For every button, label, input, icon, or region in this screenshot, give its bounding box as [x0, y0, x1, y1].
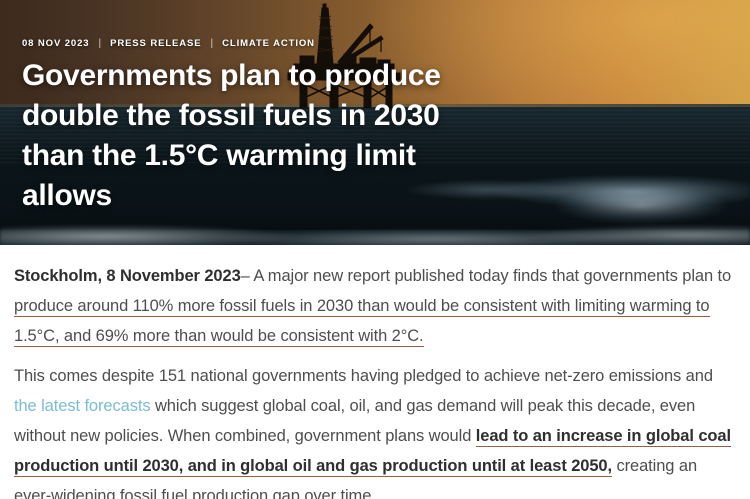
latest-forecasts-link[interactable]: the latest forecasts	[14, 397, 151, 415]
wave-foam	[0, 222, 750, 245]
context-intro-text: This comes despite 151 national governme…	[14, 367, 713, 385]
topic-tag[interactable]: CLIMATE ACTION	[222, 38, 315, 49]
highlighted-projection-text: lead to an increase in global coal produ…	[14, 427, 731, 475]
article-body: Stockholm, 8 November 2023– A major new …	[0, 245, 750, 499]
paragraph-context: This comes despite 151 national governme…	[14, 361, 736, 499]
horizon-line	[0, 104, 750, 107]
title-line-4: allows	[22, 179, 112, 212]
meta-separator-2: |	[210, 38, 214, 49]
publish-date: 08 NOV 2023	[22, 38, 90, 49]
oil-rig-icon	[278, 2, 428, 110]
title-line-2: double the fossil fuels in 2030	[22, 99, 440, 132]
dateline: Stockholm, 8 November 2023	[14, 267, 241, 285]
article-meta: 08 NOV 2023 | PRESS RELEASE | CLIMATE AC…	[22, 38, 315, 49]
content-type-label[interactable]: PRESS RELEASE	[110, 38, 202, 49]
context-tail-text: creating an ever-widening fossil fuel pr…	[14, 457, 698, 499]
title-line-3: than the 1.5°C warming limit	[22, 139, 416, 172]
page-title: Governments plan to produce double the f…	[22, 56, 542, 216]
meta-separator-1: |	[98, 38, 102, 49]
paragraph-lead: Stockholm, 8 November 2023– A major new …	[14, 261, 736, 351]
dateline-dash: –	[240, 267, 250, 285]
title-line-1: Governments plan to produce	[22, 59, 441, 92]
hero-banner: 08 NOV 2023 | PRESS RELEASE | CLIMATE AC…	[0, 0, 750, 245]
ocean-texture	[0, 106, 750, 166]
context-middle-text: which suggest global coal, oil, and gas …	[14, 397, 696, 445]
highlighted-statistic-text: produce around 110% more fossil fuels in…	[14, 297, 710, 345]
lead-intro-text: A major new report published today finds…	[249, 267, 732, 285]
